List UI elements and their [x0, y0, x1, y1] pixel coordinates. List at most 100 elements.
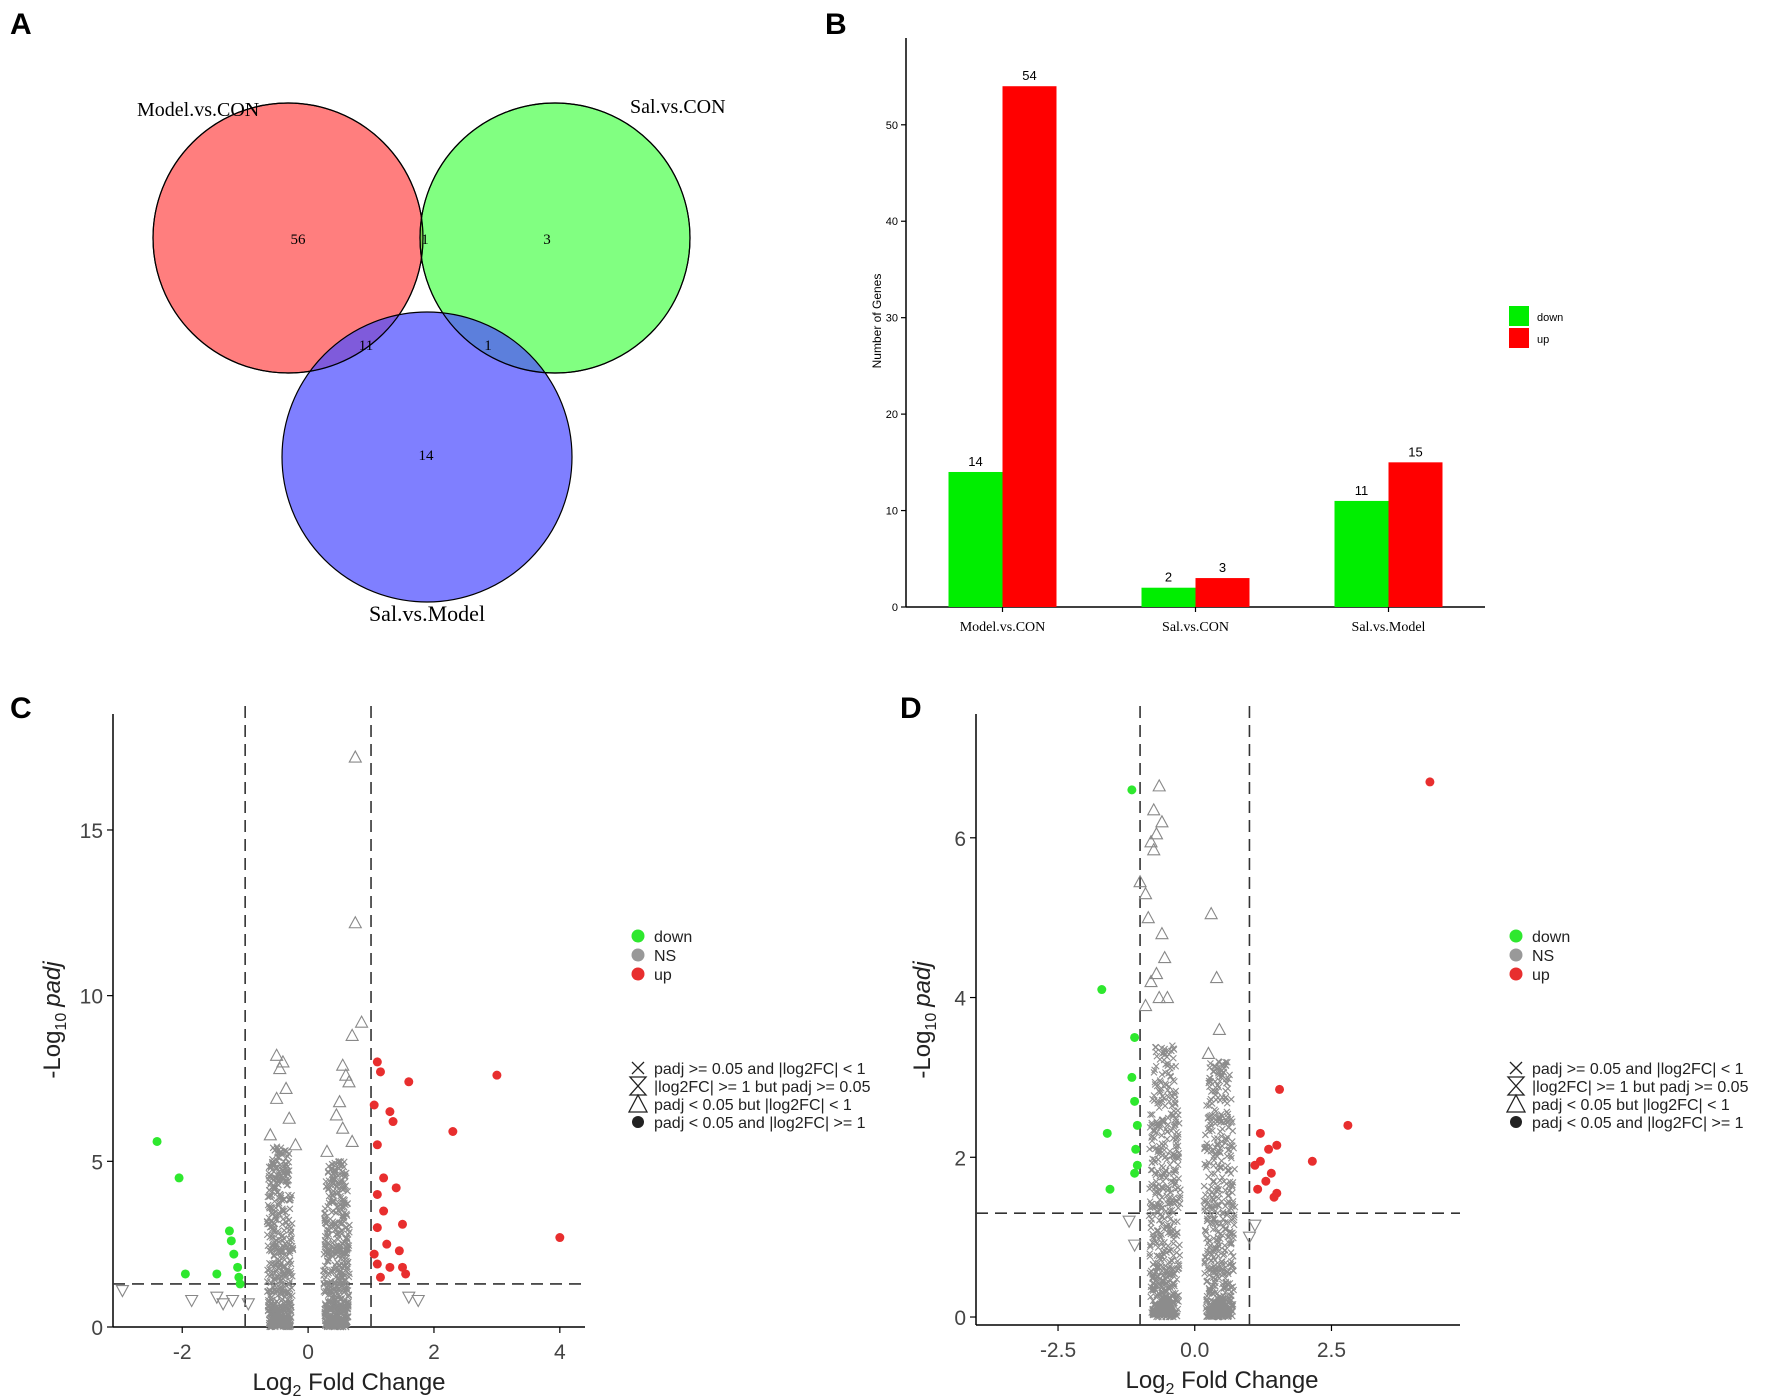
volD-ns-cross: [1160, 1271, 1168, 1279]
bar-x-tick-label: Model.vs.CON: [960, 620, 1046, 635]
venn-count-sal-con-sal-model: 1: [484, 338, 492, 354]
volD-down-point: [1102, 1128, 1112, 1138]
volD-ns-cross: [1211, 1106, 1218, 1114]
volD-ns-down-triangle: [1242, 1231, 1257, 1245]
volC-ns-cross: [337, 1242, 345, 1250]
volD-ns-cross: [1151, 1169, 1159, 1177]
volD-ns-cross: [1172, 1179, 1180, 1187]
volD-ns-triangle: [1146, 802, 1161, 816]
volC-ns-cross: [332, 1280, 339, 1288]
volD-ns-cross: [1211, 1078, 1219, 1085]
volC-ns-cross: [285, 1299, 293, 1307]
volC-ns-cross: [332, 1273, 340, 1281]
volC-ns-cross: [331, 1219, 338, 1227]
venn-count-sal-model-only: 14: [419, 448, 435, 464]
volD-ns-triangle: [1138, 886, 1153, 900]
volC-ns-cross: [270, 1251, 278, 1259]
volD-ns-cross: [1176, 1251, 1184, 1259]
bar-down-2: [1334, 500, 1389, 607]
volD-ns-cross: [1206, 1060, 1214, 1067]
volD-ns-cross: [1175, 1175, 1183, 1182]
volC-ns-cross: [343, 1247, 351, 1254]
volD-ns-cross: [1146, 1269, 1154, 1277]
volD-ns-cross: [1210, 1156, 1218, 1164]
volcano-c-points: [115, 749, 565, 1311]
volD-ns-cross: [1224, 1268, 1232, 1276]
volC-ns-cross: [284, 1287, 292, 1295]
volD-ns-cross: [1225, 1192, 1233, 1199]
volC-ns-triangle: [272, 1061, 287, 1075]
volD-ns-cross: [1219, 1231, 1226, 1239]
volC-ns-cross: [280, 1169, 288, 1176]
volC-ns-cross: [282, 1252, 290, 1260]
volD-up-point: [1343, 1120, 1353, 1130]
volD-ns-cross: [1151, 1043, 1159, 1051]
volD-ns-cross: [1158, 1220, 1166, 1228]
volD-ns-cross: [1158, 1194, 1166, 1201]
volC-ns-cross: [284, 1310, 292, 1317]
volD-ns-cross: [1210, 1177, 1218, 1185]
volD-ns-cross: [1154, 1227, 1162, 1235]
volD-ns-cross: [1218, 1132, 1225, 1140]
volD-down-point: [1130, 1096, 1140, 1106]
panel-label-d: D: [900, 692, 922, 725]
volC-ns-cross: [281, 1256, 288, 1264]
volC-ns-cross: [325, 1185, 332, 1193]
bar-y-tick-label: 50: [886, 120, 898, 132]
volD-ns-cross: [1208, 1206, 1216, 1214]
volD-ns-cross: [1166, 1207, 1174, 1214]
volC-ns-cross: [275, 1264, 283, 1272]
volC-ns-cross: [288, 1220, 296, 1227]
volD-ns-down-triangle: [1127, 1239, 1142, 1253]
volD-ns-cross: [1208, 1170, 1216, 1178]
volD-ns-cross: [1224, 1218, 1232, 1226]
volD-ns-triangle: [1201, 1046, 1216, 1059]
volC-ns-cross: [333, 1231, 340, 1238]
volD-ns-cross: [1205, 1077, 1213, 1085]
volC-legend-label: NS: [654, 948, 676, 965]
volC-ns-cross: [279, 1281, 287, 1289]
volC-ns-cross: [277, 1277, 285, 1285]
volD-ns-cross: [1149, 1274, 1156, 1281]
volD-ns-cross: [1206, 1083, 1213, 1091]
volC-ns-cross: [273, 1215, 281, 1223]
volD-ns-cross: [1166, 1262, 1174, 1270]
volD-ns-cross: [1174, 1204, 1182, 1212]
volC-ns-cross: [334, 1235, 342, 1243]
volD-ns-cross: [1151, 1078, 1159, 1086]
volD-ns-cross: [1223, 1199, 1231, 1207]
volD-ns-cross: [1203, 1235, 1210, 1242]
volD-ns-cross: [1153, 1240, 1161, 1248]
volD-ns-cross: [1175, 1119, 1183, 1127]
volD-ns-cross: [1201, 1160, 1209, 1168]
volD-ns-cross: [1211, 1111, 1218, 1119]
volD-ns-cross: [1161, 1080, 1169, 1087]
volD-ns-cross: [1153, 1277, 1161, 1284]
bar-y-tick-label: 30: [886, 313, 898, 325]
volC-ns-cross: [331, 1175, 339, 1183]
volC-ns-cross: [329, 1175, 337, 1183]
volD-ns-cross: [1200, 1182, 1208, 1190]
volC-ns-cross: [325, 1162, 333, 1170]
volD-ns-cross: [1224, 1192, 1232, 1200]
volC-ns-cross: [271, 1182, 278, 1190]
bar-down-0: [948, 471, 1003, 607]
volD-ns-cross: [1216, 1116, 1224, 1123]
volD-ns-cross: [1162, 1287, 1169, 1295]
volD-ns-cross: [1150, 1128, 1158, 1136]
volC-ns-cross: [287, 1260, 295, 1268]
volD-ns-cross: [1164, 1229, 1172, 1237]
volD-y-tick-label: 0: [954, 1307, 966, 1330]
volD-ns-cross: [1160, 1094, 1168, 1102]
volD-ns-cross: [1214, 1162, 1222, 1170]
volD-ns-cross: [1174, 1142, 1182, 1150]
volD-ns-cross: [1222, 1079, 1230, 1087]
volD-ns-cross: [1224, 1280, 1232, 1288]
volD-up-point: [1255, 1128, 1265, 1138]
volC-ns-triangle: [275, 1054, 290, 1068]
volD-ns-cross: [1209, 1248, 1217, 1256]
volD-ns-cross: [1146, 1250, 1154, 1258]
volC-ns-core: [322, 1314, 351, 1327]
volC-ns-cross: [270, 1287, 278, 1295]
volD-ns-cross: [1207, 1257, 1215, 1265]
